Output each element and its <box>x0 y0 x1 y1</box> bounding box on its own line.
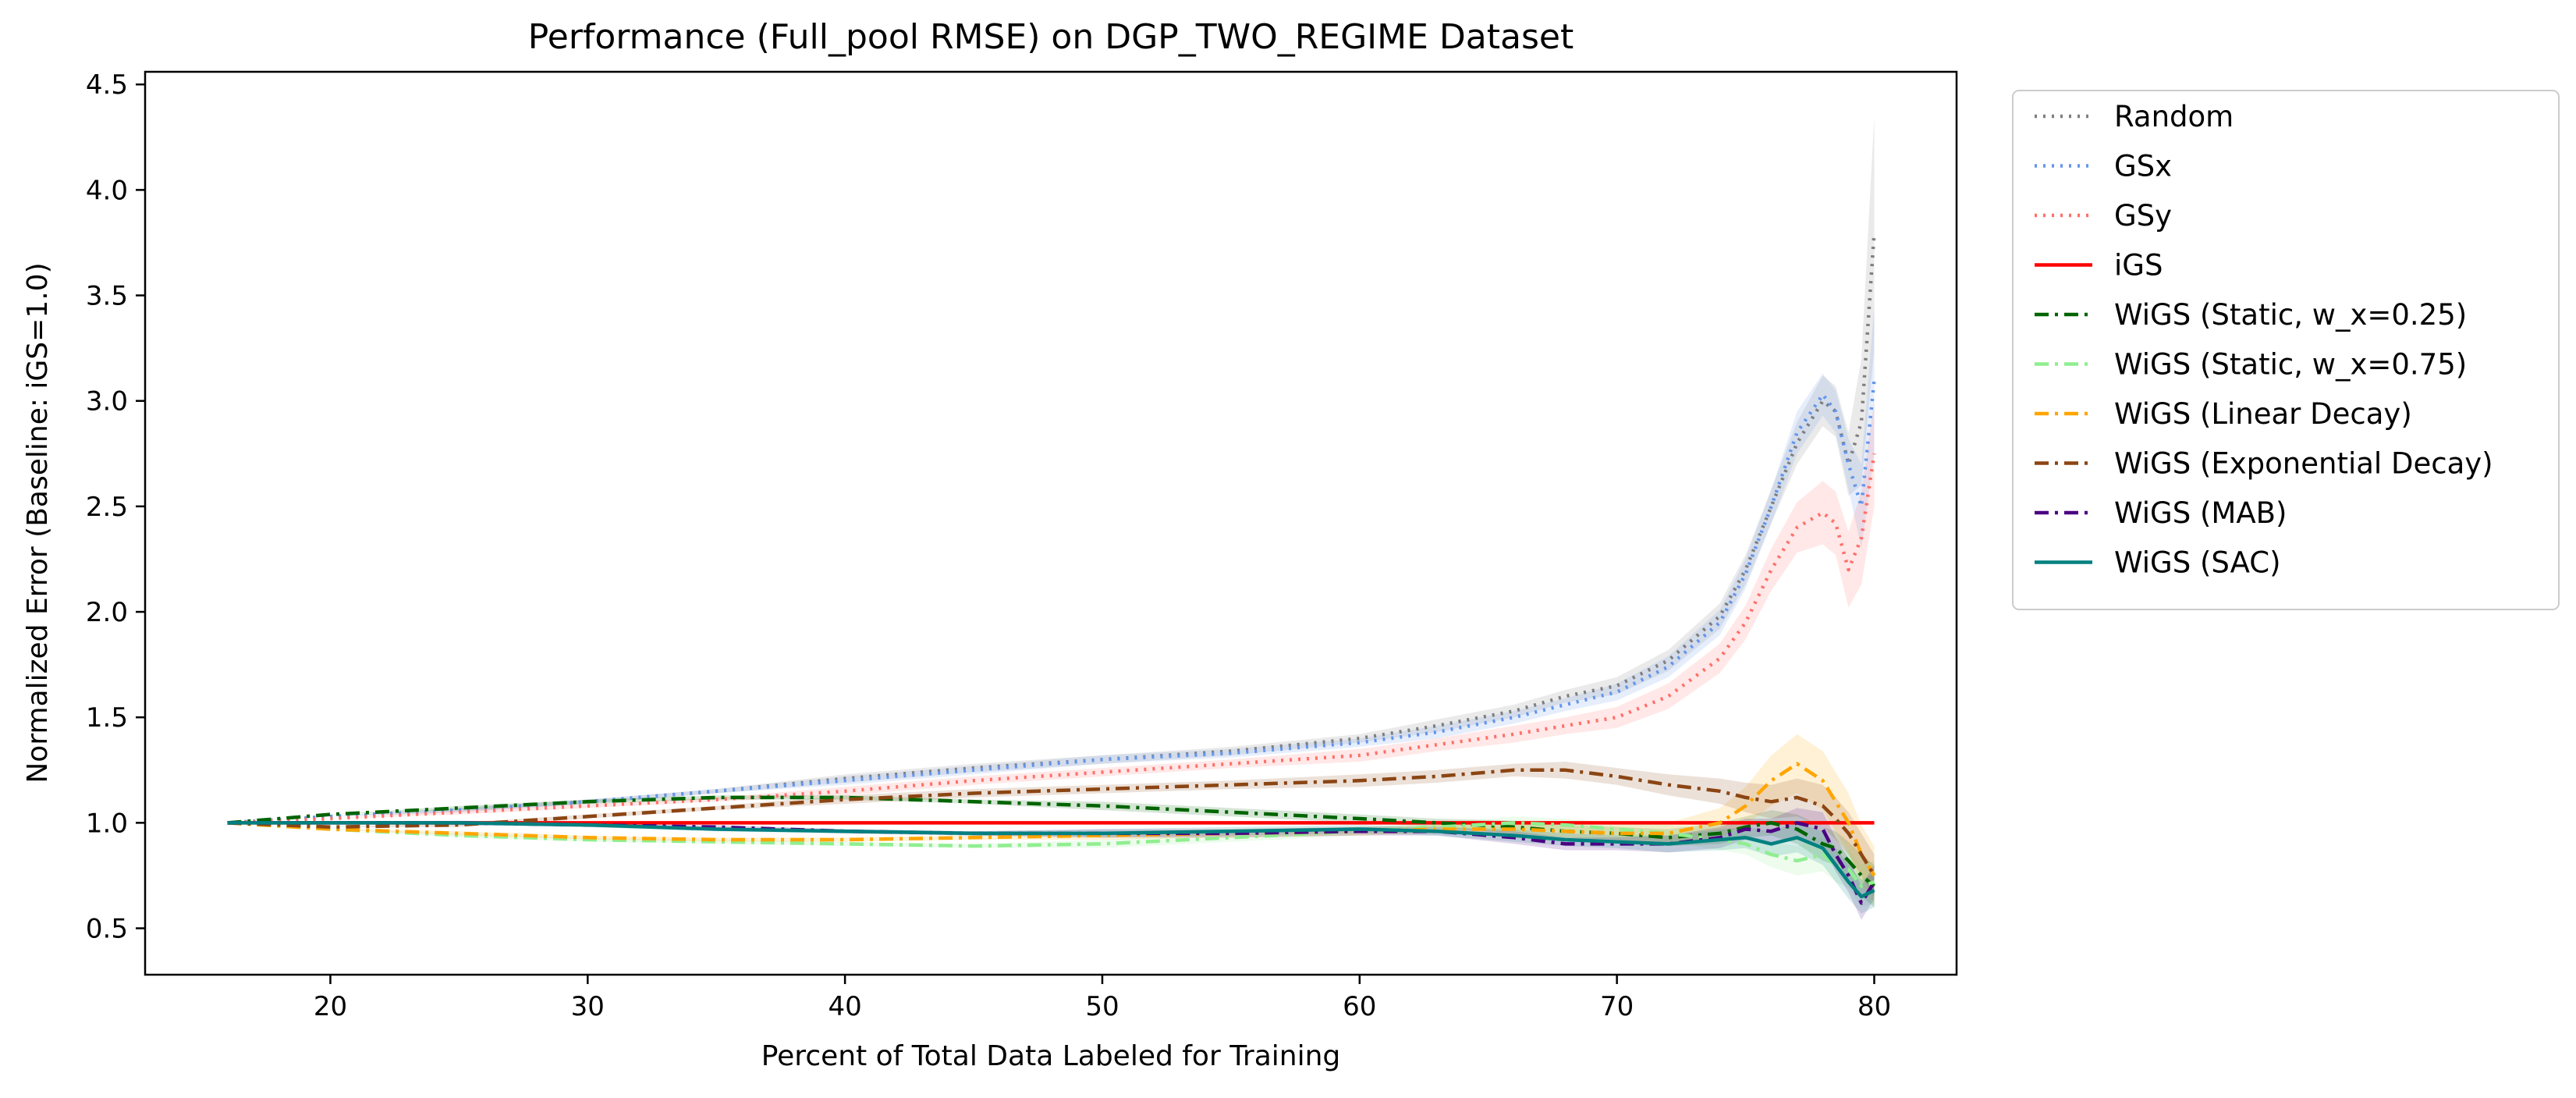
legend-entry: WiGS (SAC) <box>2114 546 2281 580</box>
legend: Random GSx GSy iGS WiGS (Static, w_x=0.25) Wi… <box>2012 90 2560 610</box>
y-tick-label: 0.5 <box>86 914 128 945</box>
legend-box <box>2012 90 2560 610</box>
y-tick-label: 4.0 <box>86 175 128 206</box>
x-tick-label: 20 <box>314 991 347 1022</box>
series-line <box>227 768 1876 877</box>
y-tick-label: 2.5 <box>86 492 128 523</box>
y-tick-label: 1.0 <box>86 808 128 839</box>
series-line <box>227 821 1875 899</box>
series-band <box>227 816 1875 908</box>
series-line <box>227 821 1875 888</box>
x-tick-label: 60 <box>1343 991 1376 1022</box>
y-axis-label: Normalized Error (Baseline: iGS=1.0) <box>22 262 54 783</box>
series-line <box>227 379 1876 825</box>
y-tick-label: 3.5 <box>86 281 128 312</box>
series-line <box>227 762 1876 877</box>
y-axis: 0.5 1.0 1.5 2.0 2.5 3.0 3.5 4.0 4.5 <box>86 69 145 945</box>
legend-entry: WiGS (Linear Decay) <box>2114 397 2412 431</box>
series-lines <box>227 232 1876 905</box>
y-tick-label: 3.0 <box>86 386 128 418</box>
y-tick-label: 2.0 <box>86 597 128 628</box>
y-tick-label: 4.5 <box>86 69 128 101</box>
legend-entry: WiGS (Static, w_x=0.75) <box>2114 348 2467 382</box>
plot-frame <box>144 70 1958 976</box>
series-band <box>227 808 1875 920</box>
x-axis: 20 30 40 50 60 70 80 <box>314 975 1891 1022</box>
legend-entry: WiGS (Exponential Decay) <box>2114 447 2493 481</box>
series-band <box>227 762 1875 897</box>
legend-entry: WiGS (MAB) <box>2114 496 2287 530</box>
legend-entry: Random <box>2114 100 2234 133</box>
legend-entry: WiGS (Static, w_x=0.25) <box>2114 298 2467 332</box>
x-tick-label: 30 <box>571 991 605 1022</box>
chart-title: Performance (Full_pool RMSE) on DGP_TWO_… <box>528 17 1574 57</box>
y-tick-label: 1.5 <box>86 702 128 734</box>
legend-entry: GSy <box>2114 199 2172 233</box>
legend-entry: GSx <box>2114 150 2172 183</box>
x-tick-label: 80 <box>1857 991 1891 1022</box>
x-axis-label: Percent of Total Data Labeled for Traini… <box>761 1040 1341 1072</box>
legend-entry: iGS <box>2114 249 2163 282</box>
x-tick-label: 70 <box>1600 991 1634 1022</box>
x-tick-label: 50 <box>1085 991 1119 1022</box>
x-tick-label: 40 <box>829 991 862 1022</box>
